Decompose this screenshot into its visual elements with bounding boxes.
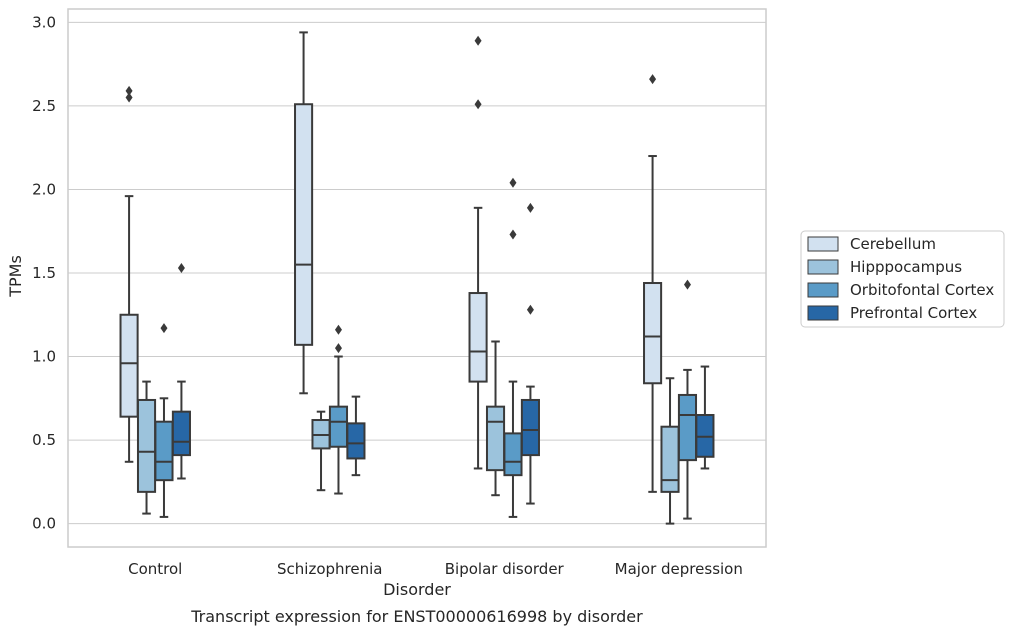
box-iqr [643,282,663,385]
box-iqr [660,425,680,493]
box-iqr [520,398,540,457]
outlier-point [334,324,342,335]
outlier-point [125,85,133,96]
x-axis-label: Disorder [383,580,451,599]
box-group [695,365,715,470]
y-tick-label: 0.0 [32,515,56,533]
y-axis-label: TPMs [6,255,25,298]
x-tick-label: Bipolar disorder [445,560,565,578]
box-group [136,380,157,515]
outlier-point [649,74,657,85]
box-plot-marks [119,31,715,525]
legend-swatch [807,305,839,321]
box-group [643,74,663,493]
box-iqr [468,292,488,383]
box-group [328,324,349,495]
chart-caption: Transcript expression for ENST0000061699… [190,607,643,626]
box-group [677,279,698,520]
box-iqr [119,313,139,418]
x-tick-label: Schizophrenia [277,560,382,578]
legend-label: Prefrontal Cortex [850,304,977,322]
legend-label: Cerebellum [850,235,936,253]
box-group [294,31,314,395]
y-tick-label: 3.0 [32,13,56,31]
box-group [485,340,506,497]
legend-swatch [807,282,839,298]
box-group [503,177,523,518]
box-iqr [346,422,366,460]
legend-label: Hipppocampus [850,258,962,276]
box-group [468,35,488,470]
box-iqr [136,398,157,493]
y-tick-label: 0.5 [32,431,56,449]
y-tick-label: 2.5 [32,97,56,115]
box-iqr [485,405,506,472]
box-group [660,377,680,525]
legend-frame [800,230,1005,328]
outlier-point [177,262,185,273]
outlier-point [509,229,517,240]
outlier-point [160,323,168,334]
legend: Cerebellum Hipppocampus Orbitofontal Corte… [800,230,1005,328]
box-group [119,85,139,463]
legend-label: Orbitofontal Cortex [850,281,994,299]
x-axis-ticks: Control Schizophrenia Bipolar disorder Majo… [128,560,743,578]
y-axis-ticks: 0.0 0.5 1.0 1.5 2.0 2.5 3.0 [32,13,56,532]
y-tick-label: 1.0 [32,348,56,366]
outlier-point [334,343,342,354]
outlier-point [474,35,482,46]
x-tick-label: Major depression [615,560,743,578]
outlier-point [509,177,517,188]
box-group [154,323,174,518]
box-iqr [328,405,349,448]
box-group [171,262,191,480]
x-tick-label: Control [128,560,182,578]
legend-swatch [807,236,839,252]
outlier-point [526,304,534,315]
outlier-point [526,202,534,213]
outlier-point [683,279,691,290]
box-iqr [171,410,191,457]
box-group [311,410,331,492]
plot-frame [67,8,767,548]
box-iqr [677,393,698,462]
outlier-point [474,99,482,110]
box-iqr [503,432,523,477]
box-iqr [154,420,174,482]
box-group [346,395,366,477]
box-group [520,202,540,505]
legend-swatch [807,259,839,275]
y-tick-label: 2.0 [32,180,56,198]
outlier-point [125,92,133,103]
y-tick-label: 1.5 [32,264,56,282]
box-iqr [294,103,314,346]
